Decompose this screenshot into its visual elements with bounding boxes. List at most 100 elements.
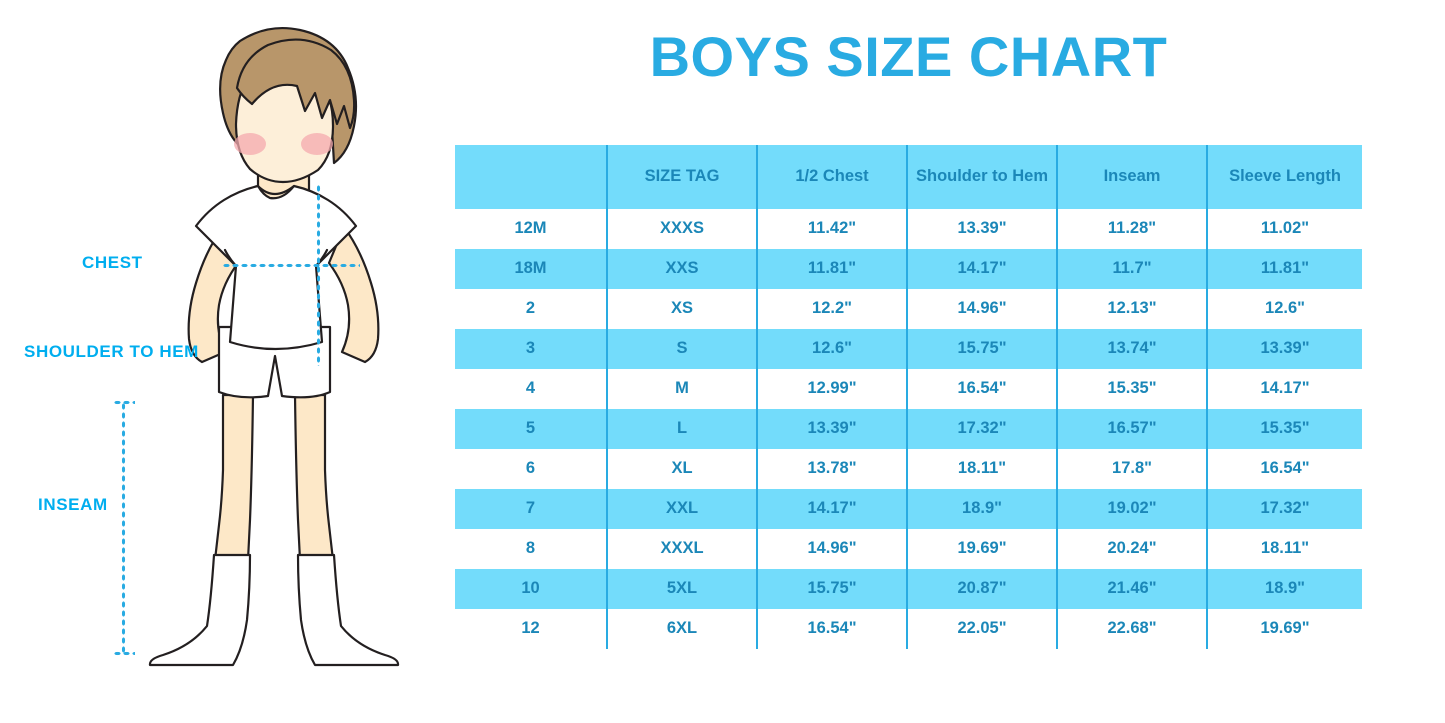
table-header: SIZE TAG 1/2 Chest Shoulder to Hem Inseam Sl…	[455, 145, 1362, 209]
cell-value: 17.8"	[1056, 449, 1207, 489]
cell-value: 14.17"	[1206, 369, 1362, 409]
cell-value: 20.24"	[1056, 529, 1207, 569]
cell-value: 14.96"	[756, 529, 907, 569]
cell-value: XL	[606, 449, 757, 489]
cell-value: 11.28"	[1056, 209, 1207, 249]
leg-right-skin	[293, 393, 335, 562]
cell-value: 17.32"	[906, 409, 1057, 449]
cell-value: 19.02"	[1056, 489, 1207, 529]
arm-left-skin	[187, 225, 240, 364]
cell-value: 12.2"	[756, 289, 907, 329]
cell-value: 16.57"	[1056, 409, 1207, 449]
table-row: 8 XXXL 14.96" 19.69" 20.24" 18.11"	[455, 529, 1362, 569]
header-row: SIZE TAG 1/2 Chest Shoulder to Hem Inseam Sl…	[455, 145, 1362, 209]
cell-size: 2	[455, 289, 607, 329]
column-header-1-2-chest: 1/2 Chest	[756, 145, 907, 209]
cell-value: 22.68"	[1056, 609, 1207, 649]
cell-size: 3	[455, 329, 607, 369]
cell-value: 13.74"	[1056, 329, 1207, 369]
cell-value: 15.75"	[906, 329, 1057, 369]
tshirt-collar	[256, 184, 296, 196]
column-header-sleeve-length: Sleeve Length	[1206, 145, 1362, 209]
cell-value: 11.81"	[756, 249, 907, 289]
column-header-inseam: Inseam	[1056, 145, 1207, 209]
cell-value: XXXS	[606, 209, 757, 249]
cell-value: XXXL	[606, 529, 757, 569]
boot-left	[148, 553, 252, 667]
cell-value: L	[606, 409, 757, 449]
cell-value: 13.39"	[906, 209, 1057, 249]
cell-value: XXL	[606, 489, 757, 529]
table-row: 7 XXL 14.17" 18.9" 19.02" 17.32"	[455, 489, 1362, 529]
inseam-cap-top-tick	[113, 400, 135, 405]
cell-size: 8	[455, 529, 607, 569]
cell-value: 12.6"	[1206, 289, 1362, 329]
cell-value: 12.6"	[756, 329, 907, 369]
leg-left-skin	[213, 393, 255, 562]
chest-label: CHEST	[82, 253, 143, 272]
cell-value: 11.81"	[1206, 249, 1362, 289]
inseam-cap-bottom-tick	[113, 651, 135, 656]
cell-value: XXS	[606, 249, 757, 289]
cell-size: 10	[455, 569, 607, 609]
inseam-label: INSEAM	[38, 495, 108, 514]
cell-value: 15.35"	[1056, 369, 1207, 409]
blush-left	[234, 133, 266, 155]
cell-value: 19.69"	[1206, 609, 1362, 649]
cell-value: 16.54"	[756, 609, 907, 649]
cell-value: M	[606, 369, 757, 409]
cell-value: 13.39"	[1206, 329, 1362, 369]
column-header-shoulder-to-hem: Shoulder to Hem	[906, 145, 1057, 209]
cell-value: 20.87"	[906, 569, 1057, 609]
column-header-size	[455, 145, 607, 209]
cell-value: S	[606, 329, 757, 369]
cell-value: 11.42"	[756, 209, 907, 249]
cell-value: 21.46"	[1056, 569, 1207, 609]
shoulder-to-hem-label: SHOULDER TO HEM	[24, 342, 199, 361]
cell-size: 5	[455, 409, 607, 449]
cell-size: 4	[455, 369, 607, 409]
table-row: 2 XS 12.2" 14.96" 12.13" 12.6"	[455, 289, 1362, 329]
cell-value: 22.05"	[906, 609, 1057, 649]
table-row: 12 6XL 16.54" 22.05" 22.68" 19.69"	[455, 609, 1362, 649]
cell-value: 5XL	[606, 569, 757, 609]
cell-value: 6XL	[606, 609, 757, 649]
hair-fringe	[235, 38, 356, 130]
cell-size: 6	[455, 449, 607, 489]
table-body: 12M XXXS 11.42" 13.39" 11.28" 11.02" 18M XXS 11.…	[455, 209, 1362, 649]
table-row: 4 M 12.99" 16.54" 15.35" 14.17"	[455, 369, 1362, 409]
table-row: 12M XXXS 11.42" 13.39" 11.28" 11.02"	[455, 209, 1362, 249]
cell-value: 11.02"	[1206, 209, 1362, 249]
cell-value: 16.54"	[1206, 449, 1362, 489]
cell-value: 19.69"	[906, 529, 1057, 569]
cell-value: 18.11"	[906, 449, 1057, 489]
cell-value: 18.11"	[1206, 529, 1362, 569]
cell-value: 14.17"	[756, 489, 907, 529]
cell-value: 12.13"	[1056, 289, 1207, 329]
cell-value: 18.9"	[906, 489, 1057, 529]
shoulder-to-hem-measure-line	[316, 184, 321, 366]
cell-value: 14.17"	[906, 249, 1057, 289]
cell-value: XS	[606, 289, 757, 329]
cell-size: 12M	[455, 209, 607, 249]
cell-value: 11.7"	[1056, 249, 1207, 289]
table-row: 10 5XL 15.75" 20.87" 21.46" 18.9"	[455, 569, 1362, 609]
cell-size: 18M	[455, 249, 607, 289]
cell-value: 15.75"	[756, 569, 907, 609]
table-row: 6 XL 13.78" 18.11" 17.8" 16.54"	[455, 449, 1362, 489]
inseam-measure-line	[121, 402, 126, 654]
cell-value: 12.99"	[756, 369, 907, 409]
cell-value: 17.32"	[1206, 489, 1362, 529]
cell-size: 7	[455, 489, 607, 529]
cell-value: 18.9"	[1206, 569, 1362, 609]
page-title: BOYS SIZE CHART	[649, 25, 1168, 88]
cell-size: 12	[455, 609, 607, 649]
size-chart-table: SIZE TAG 1/2 Chest Shoulder to Hem Inseam Sl…	[455, 145, 1362, 649]
cell-value: 16.54"	[906, 369, 1057, 409]
arm-right-skin	[327, 225, 380, 364]
cell-value: 14.96"	[906, 289, 1057, 329]
table-row: 3 S 12.6" 15.75" 13.74" 13.39"	[455, 329, 1362, 369]
table-row: 5 L 13.39" 17.32" 16.57" 15.35"	[455, 409, 1362, 449]
table-row: 18M XXS 11.81" 14.17" 11.7" 11.81"	[455, 249, 1362, 289]
